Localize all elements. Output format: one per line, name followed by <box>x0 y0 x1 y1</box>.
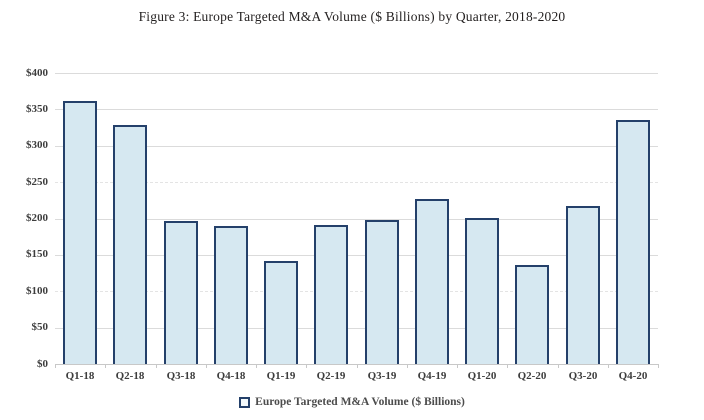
gridline-250 <box>55 182 658 184</box>
bar-Q1-18 <box>63 101 97 364</box>
gridline-300 <box>55 145 658 147</box>
bar-Q4-19 <box>415 199 449 364</box>
x-tick-label-Q4-20: Q4-20 <box>618 370 648 382</box>
y-tick-label-300: $300 <box>26 139 48 152</box>
x-tick-label-Q2-18: Q2-18 <box>115 370 145 382</box>
x-tick-label-Q4-18: Q4-18 <box>216 370 246 382</box>
y-tick-label-50: $50 <box>31 321 49 334</box>
gridline-400 <box>55 73 658 74</box>
x-axis-tick-4 <box>256 364 257 368</box>
x-tick-label-Q2-19: Q2-19 <box>316 370 346 382</box>
bar-Q1-20 <box>465 218 499 364</box>
y-tick-label-200: $200 <box>26 212 48 224</box>
x-tick-label-Q3-19: Q3-19 <box>367 370 397 382</box>
x-tick-label-Q1-19: Q1-19 <box>266 370 296 382</box>
x-axis-tick-12 <box>658 364 659 368</box>
x-axis-tick-9 <box>507 364 508 368</box>
bar-Q3-20 <box>566 206 600 364</box>
bar-Q2-20 <box>515 265 549 364</box>
legend: Europe Targeted M&A Volume ($ Billions) <box>0 396 704 408</box>
legend-marker-icon <box>239 396 251 408</box>
plot-area <box>55 73 658 364</box>
bar-Q2-18 <box>113 125 147 364</box>
y-tick-label-0: $0 <box>37 357 48 370</box>
x-axis-tick-1 <box>105 364 106 368</box>
legend-label: Europe Targeted M&A Volume ($ Billions) <box>255 396 465 408</box>
bar-Q3-19 <box>365 220 399 364</box>
x-tick-label-Q3-18: Q3-18 <box>166 370 196 382</box>
gridline-50 <box>55 327 658 329</box>
y-tick-label-100: $100 <box>26 284 48 297</box>
chart-title: Figure 3: Europe Targeted M&A Volume ($ … <box>138 9 566 24</box>
x-axis-tick-8 <box>457 364 458 368</box>
gridline-350 <box>55 109 658 111</box>
x-tick-label-Q1-18: Q1-18 <box>65 370 95 382</box>
x-tick-label-Q3-20: Q3-20 <box>568 370 598 382</box>
y-tick-label-250: $250 <box>26 175 48 188</box>
x-tick-label-Q2-20: Q2-20 <box>517 370 547 382</box>
x-axis-tick-3 <box>206 364 207 368</box>
x-tick-label-Q4-19: Q4-19 <box>417 370 447 382</box>
bar-Q4-20 <box>616 120 650 364</box>
x-axis-tick-0 <box>55 364 56 368</box>
x-axis-line <box>55 364 658 365</box>
x-axis-tick-2 <box>156 364 157 368</box>
x-axis-tick-10 <box>558 364 559 368</box>
gridline-100 <box>55 291 658 293</box>
y-tick-label-350: $350 <box>26 102 48 115</box>
bar-Q1-19 <box>264 261 298 364</box>
bar-Q4-18 <box>214 226 248 364</box>
gridline-150 <box>55 254 658 256</box>
bar-Q2-19 <box>314 225 348 364</box>
x-axis-tick-11 <box>608 364 609 368</box>
y-tick-label-150: $150 <box>26 248 48 261</box>
bar-Q3-18 <box>164 221 198 364</box>
gridline-200 <box>55 218 658 220</box>
y-tick-label-400: $400 <box>26 66 48 79</box>
x-axis-tick-6 <box>357 364 358 368</box>
x-axis-tick-7 <box>407 364 408 368</box>
x-tick-label-Q1-20: Q1-20 <box>467 370 497 382</box>
x-axis-tick-5 <box>306 364 307 368</box>
